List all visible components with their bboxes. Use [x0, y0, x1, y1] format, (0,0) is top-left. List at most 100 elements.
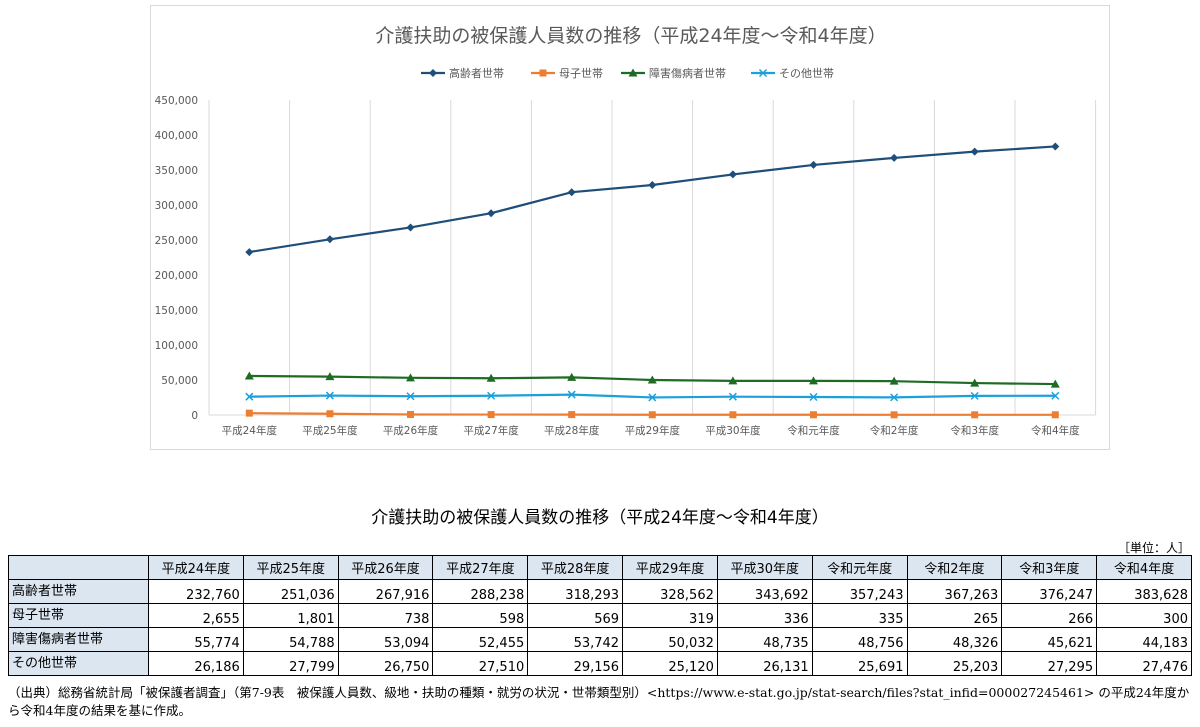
unit-label: ［単位：人］ — [1117, 541, 1190, 555]
legend-item: 高齢者世帯 — [421, 66, 504, 80]
x-tick-label: 令和3年度 — [950, 424, 999, 437]
data-point — [326, 410, 334, 418]
data-point — [325, 372, 335, 381]
table-cell: 48,735 — [716, 627, 813, 652]
data-point — [487, 411, 495, 419]
y-tick-label: 100,000 — [155, 340, 198, 352]
legend-label: 障害傷病者世帯 — [649, 66, 726, 80]
table-cell: 266 — [1001, 603, 1098, 628]
y-tick-label: 450,000 — [155, 95, 198, 107]
x-tick-label: 平成29年度 — [625, 424, 681, 437]
table-cell: 52,455 — [432, 627, 529, 652]
chart-container: 介護扶助の被保護人員数の推移（平成24年度～令和4年度） 0 50,000 100,0… — [150, 5, 1110, 450]
table-cell: 367,263 — [906, 579, 1003, 604]
data-point — [407, 410, 414, 418]
data-point — [890, 411, 898, 419]
table-row: 高齢者世帯 232,760 251,036 267,916 288,238 318,293… — [8, 579, 1192, 604]
series-3 — [245, 390, 1060, 402]
data-point — [970, 391, 979, 400]
y-tick-label: 0 — [191, 410, 198, 422]
data-point — [244, 371, 254, 380]
data-point — [648, 411, 656, 419]
table-cell: 53,094 — [337, 627, 434, 652]
table-cell: 251,036 — [242, 579, 339, 604]
data-point — [970, 147, 979, 156]
y-tick-label: 400,000 — [155, 130, 198, 142]
table-cell: 27,510 — [432, 651, 529, 676]
y-tick-label: 350,000 — [155, 165, 198, 177]
data-point — [1051, 142, 1060, 151]
table-cell: 300 — [1096, 603, 1192, 628]
table-cell: 44,183 — [1096, 627, 1192, 652]
data-point — [487, 209, 496, 218]
data-point — [406, 223, 415, 232]
table-cell: 569 — [527, 603, 624, 628]
x-tick-label: 平成30年度 — [705, 424, 761, 437]
line-chart: 介護扶助の被保護人員数の推移（平成24年度～令和4年度） 0 50,000 100,0… — [155, 25, 1097, 437]
data-table: 平成24年度 平成25年度 平成26年度 平成27年度 平成28年度 平成29年度 平成30… — [8, 555, 1192, 676]
series-2 — [244, 371, 1060, 388]
data-point — [567, 390, 576, 399]
table-cell: 26,131 — [716, 651, 813, 676]
y-tick-label: 200,000 — [155, 270, 198, 282]
table-cell: 53,742 — [527, 627, 624, 652]
y-tick-label: 150,000 — [155, 305, 198, 317]
table-cell: 27,476 — [1096, 651, 1192, 676]
series-1 — [245, 409, 1059, 419]
row-label: その他世帯 — [8, 651, 149, 676]
table-cell: 336 — [716, 603, 813, 628]
data-point — [487, 391, 496, 400]
table-cell: 27,295 — [1001, 651, 1098, 676]
data-point — [486, 373, 496, 382]
data-point — [245, 409, 253, 417]
table-title: 介護扶助の被保護人員数の推移（平成24年度～令和4年度） — [371, 508, 829, 528]
data-point — [729, 411, 737, 419]
table-cell: 328,562 — [622, 579, 718, 604]
corner-cell — [8, 555, 149, 580]
table-cell: 1,801 — [242, 603, 339, 628]
column-header: 令和3年度 — [1001, 555, 1098, 580]
row-label: 母子世帯 — [8, 603, 149, 628]
table-cell: 318,293 — [527, 579, 624, 604]
column-header: 平成30年度 — [716, 555, 813, 580]
table-cell: 25,203 — [906, 651, 1003, 676]
data-point — [890, 153, 899, 162]
row-label: 高齢者世帯 — [8, 579, 149, 604]
data-point — [970, 378, 980, 387]
data-point — [890, 393, 899, 402]
data-point — [245, 248, 254, 257]
data-point — [809, 160, 818, 169]
row-label: 障害傷病者世帯 — [8, 627, 149, 652]
table-cell: 48,326 — [906, 627, 1003, 652]
legend-item: その他世帯 — [751, 67, 834, 80]
data-point — [567, 372, 577, 381]
table-cell: 335 — [811, 603, 908, 628]
x-tick-label: 平成28年度 — [544, 424, 600, 437]
table-cell: 25,120 — [622, 651, 718, 676]
x-tick-label: 平成24年度 — [222, 424, 278, 437]
data-point — [810, 411, 817, 419]
legend-label: その他世帯 — [779, 67, 834, 80]
table-cell: 357,243 — [811, 579, 908, 604]
table-cell: 319 — [622, 603, 718, 628]
data-point — [1051, 391, 1060, 400]
table-cell: 738 — [337, 603, 434, 628]
data-point — [568, 411, 576, 419]
table-row: 母子世帯 2,655 1,801 738 598 569 319 336 335 265 266 30… — [8, 603, 1192, 628]
column-header: 令和4年度 — [1096, 555, 1192, 580]
table-row: その他世帯 26,186 27,799 26,750 27,510 29,156 25,12… — [8, 651, 1192, 676]
data-point — [325, 235, 334, 244]
table-cell: 383,628 — [1096, 579, 1192, 604]
table-cell: 267,916 — [337, 579, 434, 604]
data-point — [245, 392, 254, 401]
table-row: 障害傷病者世帯 55,774 54,788 53,094 52,455 53,742 50,… — [8, 627, 1192, 652]
table-cell: 265 — [906, 603, 1003, 628]
table-cell: 376,247 — [1001, 579, 1098, 604]
table-cell: 50,032 — [622, 627, 718, 652]
table-cell: 25,691 — [811, 651, 908, 676]
x-tick-label: 平成27年度 — [463, 424, 519, 437]
data-point — [429, 69, 437, 77]
table-cell: 55,774 — [148, 627, 244, 652]
data-point — [406, 392, 415, 401]
chart-title: 介護扶助の被保護人員数の推移（平成24年度～令和4年度） — [375, 25, 886, 47]
